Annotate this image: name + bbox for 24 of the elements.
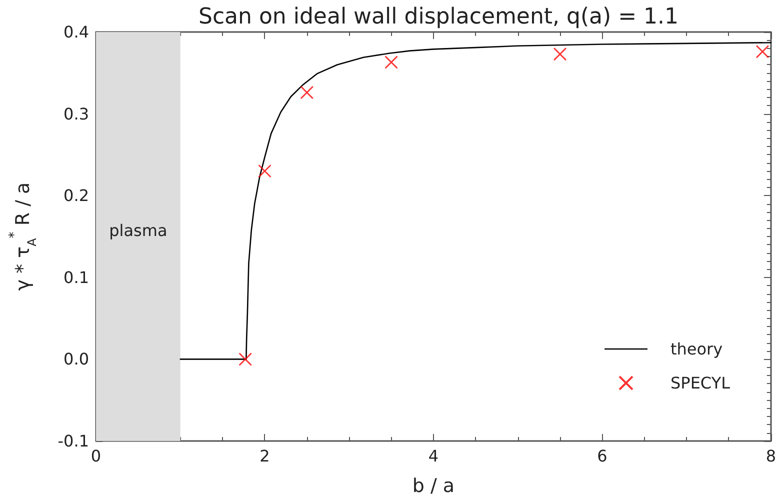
x-tick-label: 8	[766, 446, 776, 466]
y-tick-label: 0.2	[64, 186, 89, 206]
y-axis-title: γ * τA* R / a	[7, 182, 39, 291]
x-tick-label: 2	[260, 446, 270, 466]
legend-label: theory	[670, 340, 723, 358]
point	[300, 86, 314, 100]
legend-label: SPECYL	[670, 374, 730, 392]
chart-title: Scan on ideal wall displacement, q(a) = 1.1	[198, 4, 679, 30]
x-tick-label: 0	[90, 446, 102, 466]
y-tick-label: 0.1	[64, 268, 89, 287]
x-tick-label: 4	[428, 446, 439, 466]
y-tick-label: 0.4	[64, 22, 89, 42]
point	[553, 47, 567, 61]
x-tick-label: 6	[597, 446, 608, 466]
y-tick-label: 0.3	[64, 104, 89, 124]
y-tick-label: 0.0	[64, 350, 89, 369]
point	[384, 56, 398, 69]
point	[756, 44, 770, 58]
line-series	[180, 42, 772, 360]
x-axis-title: b / a	[412, 475, 455, 497]
y-tick-label: -0.1	[58, 432, 89, 450]
point	[238, 352, 252, 366]
point	[258, 164, 272, 178]
band-label: plasma	[109, 221, 168, 240]
